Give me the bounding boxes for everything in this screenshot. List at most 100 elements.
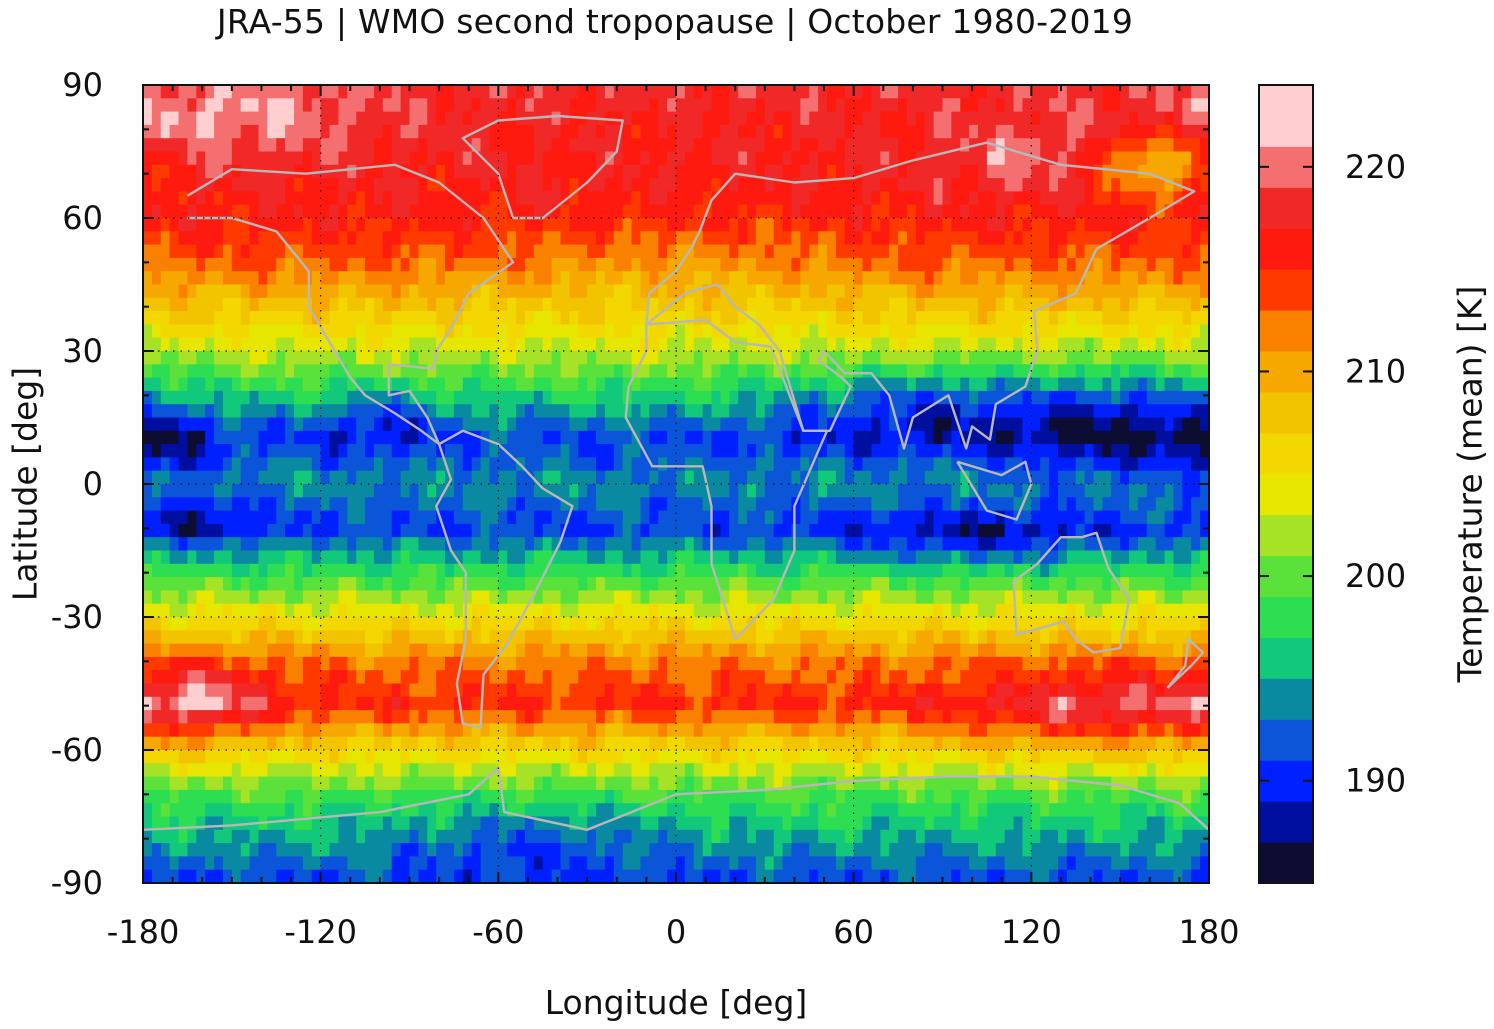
heatmap-cell <box>978 324 988 339</box>
heatmap-cell <box>898 244 908 259</box>
heatmap-cell <box>764 404 775 419</box>
heatmap-cell <box>276 444 286 458</box>
heatmap-cell <box>258 297 268 312</box>
heatmap-cell <box>143 617 153 631</box>
heatmap-cell <box>1137 85 1148 99</box>
heatmap-cell <box>773 550 784 565</box>
heatmap-cell <box>755 390 766 405</box>
heatmap-cell <box>1137 377 1148 392</box>
heatmap-cell <box>551 324 562 339</box>
heatmap-cell <box>880 284 890 299</box>
heatmap-cell <box>178 470 189 485</box>
heatmap-cell <box>400 324 411 339</box>
heatmap-cell <box>560 497 570 512</box>
heatmap-cell <box>143 311 153 325</box>
heatmap-cell <box>791 430 801 445</box>
heatmap-cell <box>738 577 748 591</box>
heatmap-cell <box>418 351 428 365</box>
heatmap-cell <box>862 257 873 272</box>
heatmap-cell <box>1120 417 1130 432</box>
heatmap-cell <box>1004 417 1015 432</box>
heatmap-cell <box>453 404 464 419</box>
heatmap-cell <box>205 244 215 259</box>
heatmap-cell <box>906 178 917 192</box>
heatmap-cell <box>258 85 268 99</box>
heatmap-cell <box>311 537 322 552</box>
heatmap-cell <box>613 550 624 565</box>
heatmap-cell <box>1129 577 1139 591</box>
heatmap-cell <box>1182 510 1192 525</box>
heatmap-cell <box>498 351 508 365</box>
heatmap-cell <box>853 284 864 299</box>
heatmap-cell <box>276 297 286 312</box>
heatmap-cell <box>649 390 659 405</box>
heatmap-cell <box>418 284 428 299</box>
heatmap-cell <box>196 257 206 272</box>
heatmap-cell <box>373 497 384 512</box>
heatmap-cell <box>311 497 322 512</box>
heatmap-cell <box>684 364 695 379</box>
heatmap-cell <box>542 430 553 445</box>
heatmap-cell <box>453 297 464 312</box>
heatmap-cell <box>658 577 668 591</box>
heatmap-cell <box>160 444 171 458</box>
heatmap-cell <box>711 577 722 591</box>
heatmap-cell <box>480 577 491 591</box>
heatmap-cell <box>791 164 801 179</box>
heatmap-cell <box>729 218 739 232</box>
heatmap-cell <box>1129 85 1139 99</box>
heatmap-cell <box>1066 404 1077 419</box>
heatmap-cell <box>915 390 926 405</box>
heatmap-cell <box>1164 218 1175 232</box>
heatmap-cell <box>631 231 642 246</box>
heatmap-cell <box>285 550 295 565</box>
heatmap-cell <box>684 324 695 339</box>
heatmap-cell <box>391 563 402 578</box>
heatmap-cell <box>1004 297 1015 312</box>
heatmap-cell <box>1004 577 1015 591</box>
heatmap-cell <box>951 603 961 618</box>
heatmap-cell <box>978 550 988 565</box>
heatmap-cell <box>1191 297 1201 312</box>
heatmap-cell <box>720 590 730 605</box>
heatmap-cell <box>1102 377 1112 392</box>
heatmap-cell <box>1057 284 1068 299</box>
heatmap-cell <box>1049 364 1059 379</box>
heatmap-cell <box>906 138 917 153</box>
heatmap-cell <box>1137 244 1148 259</box>
heatmap-cell <box>764 577 775 591</box>
heatmap-cell <box>871 364 881 379</box>
heatmap-cell <box>507 523 517 538</box>
heatmap-cell <box>1173 337 1183 352</box>
heatmap-cell <box>480 444 491 458</box>
heatmap-cell <box>507 457 517 472</box>
heatmap-cell <box>1075 351 1086 365</box>
heatmap-cell <box>143 377 153 392</box>
heatmap-cell <box>196 510 206 525</box>
heatmap-cell <box>1075 430 1086 445</box>
heatmap-cell <box>373 244 384 259</box>
heatmap-cell <box>489 178 499 192</box>
heatmap-cell <box>578 364 588 379</box>
heatmap-cell <box>844 390 855 405</box>
heatmap-cell <box>373 577 384 591</box>
heatmap-cell <box>613 297 624 312</box>
heatmap-cell <box>1120 244 1130 259</box>
heatmap-cell <box>1164 231 1175 246</box>
heatmap-cell <box>453 430 464 445</box>
heatmap-cell <box>267 178 277 192</box>
heatmap-cell <box>1164 390 1175 405</box>
heatmap-cell <box>1164 244 1175 259</box>
heatmap-cell <box>231 550 242 565</box>
heatmap-cell <box>356 484 366 498</box>
heatmap-cell <box>1164 337 1175 352</box>
heatmap-cell <box>640 191 650 206</box>
heatmap-cell <box>169 218 180 232</box>
heatmap-cell <box>338 244 348 259</box>
heatmap-cell <box>835 257 846 272</box>
heatmap-cell <box>1155 430 1166 445</box>
heatmap-cell <box>178 151 189 166</box>
heatmap-cell <box>782 563 793 578</box>
heatmap-cell <box>533 204 544 219</box>
heatmap-cell <box>196 111 206 126</box>
